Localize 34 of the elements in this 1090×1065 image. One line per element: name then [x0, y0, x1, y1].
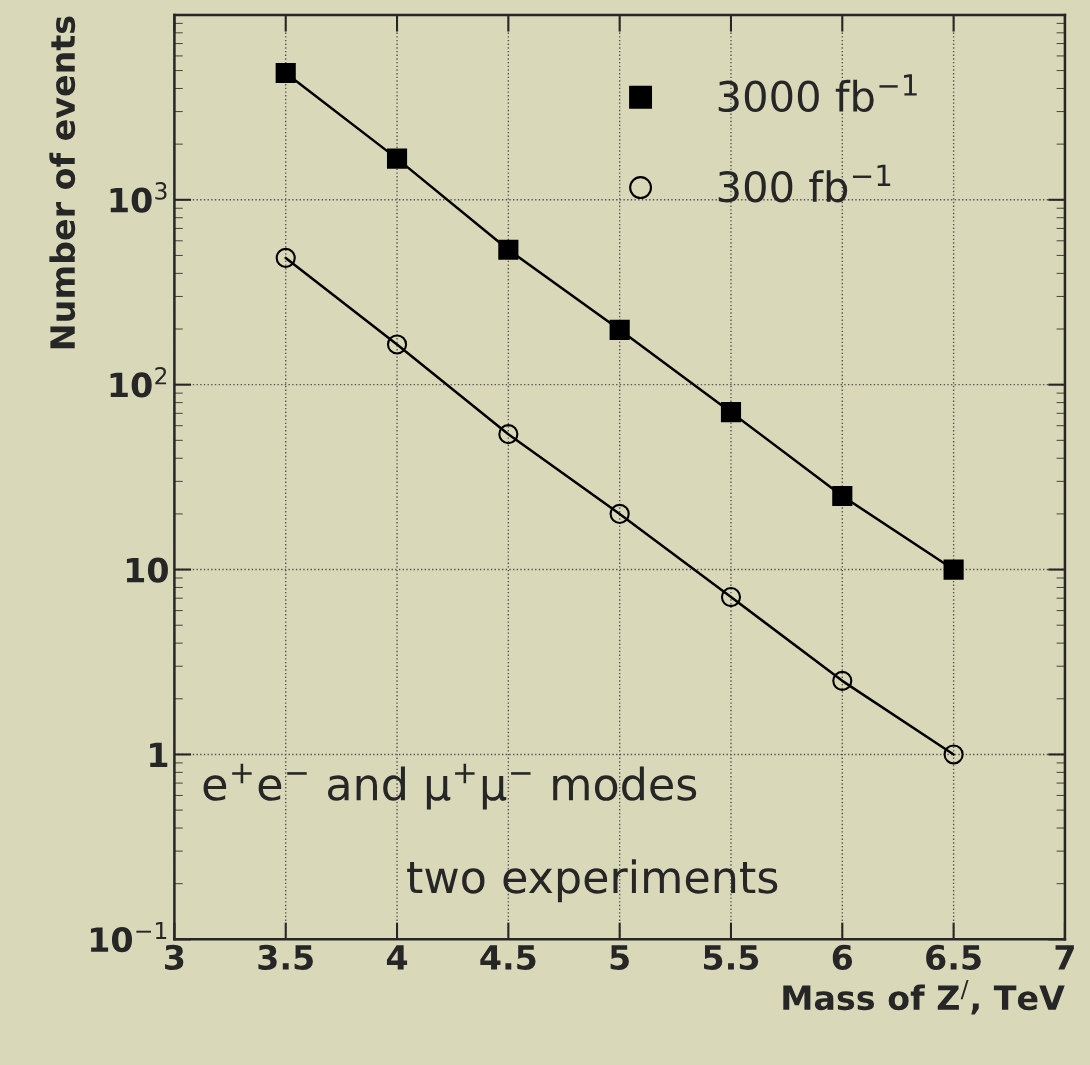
- legend-label: 3000 fb$^{−1}$: [718, 74, 917, 113]
- x-axis-title: Mass of Z$^{/}$, TeV: [783, 980, 1065, 1015]
- point: [275, 247, 296, 268]
- point: [832, 670, 853, 691]
- y-axis-title: Number of events: [49, 16, 76, 349]
- point: [386, 334, 408, 355]
- point: [943, 744, 964, 765]
- x-tick-label: 6: [832, 944, 853, 970]
- annotation: two experiments: [407, 859, 778, 903]
- x-tick-label: 5: [610, 945, 629, 970]
- legend-label: 300 fb$^{−1}$: [718, 164, 891, 203]
- x-tick-label: 5.5: [704, 945, 759, 970]
- point: [832, 485, 853, 507]
- x-tick-label: 3.5: [258, 944, 313, 970]
- x-tick-label: 4.5: [480, 945, 536, 970]
- point: [609, 319, 630, 340]
- x-tick-label: 6.5: [926, 944, 981, 970]
- point: [609, 503, 630, 524]
- text: e$^{+}$e$^{−}$ and μ$^{+}$μ$^{−}$ modes: [203, 763, 697, 810]
- y-tick-label: 10: [126, 557, 168, 583]
- point: [943, 559, 964, 580]
- point: [498, 239, 519, 260]
- y-tick-label: 10$^{−1}$: [90, 921, 167, 953]
- point: [720, 402, 742, 423]
- point: [386, 148, 408, 169]
- y-tick-label: 10$^{3}$: [110, 182, 167, 213]
- point: [720, 586, 742, 608]
- point: [275, 62, 296, 84]
- y-tick-label: 1: [150, 742, 168, 768]
- y-tick-label: 10$^{2}$: [110, 367, 167, 398]
- x-tick-label: 4: [386, 945, 408, 970]
- x-tick-label: 3: [165, 944, 184, 970]
- point: [498, 424, 519, 445]
- x-tick-label: 7: [1055, 945, 1074, 970]
